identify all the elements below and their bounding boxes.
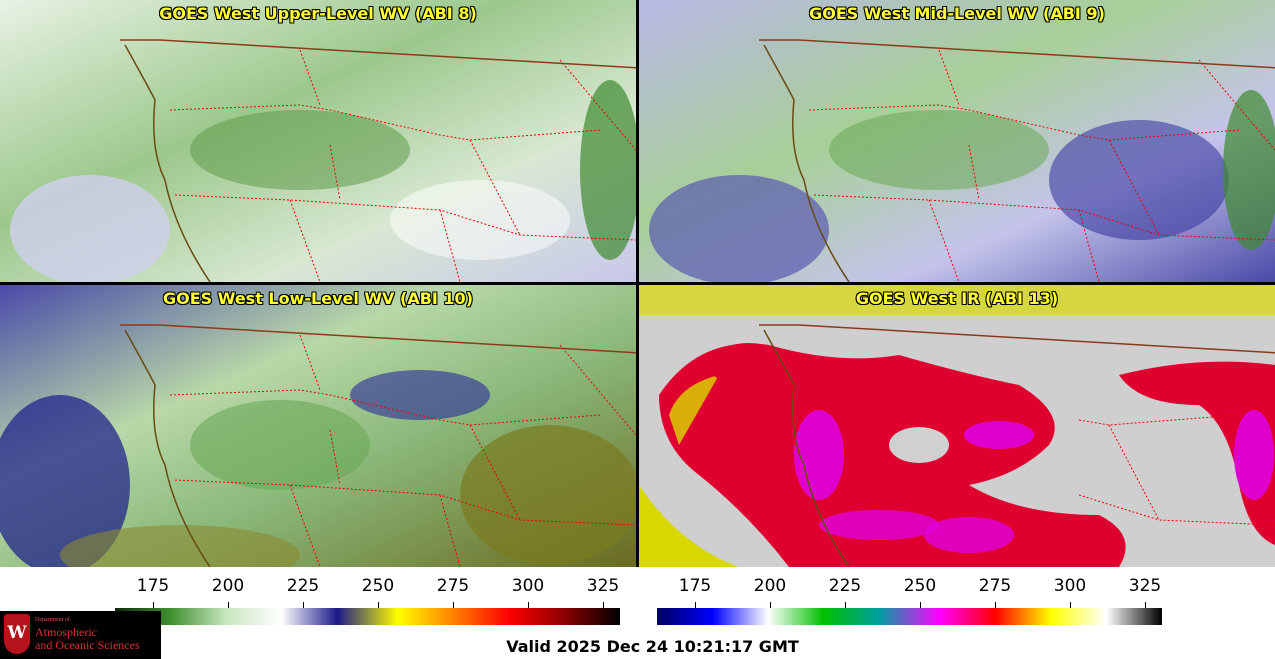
mid-level-wv-panel: GOES West Mid-Level WV (ABI 9) (639, 0, 1275, 282)
colorbar-tick-label: 300 (511, 576, 545, 596)
mid-level-wv-image (639, 0, 1275, 282)
colorbar-tick-mark (1070, 602, 1071, 608)
wv-colorbar-ticks: 175 200 225 250 275 300 325 (115, 576, 620, 600)
ir-colorbar: 175 200 225 250 275 300 325 (657, 576, 1162, 626)
colorbar-tick-label: 300 (1053, 576, 1087, 596)
colorbar-tick-mark (378, 602, 379, 608)
low-level-wv-image (0, 285, 636, 567)
panel-divider-horizontal (0, 282, 1275, 285)
uw-seal-icon: W (4, 614, 30, 654)
ir-panel: GOES West IR (ABI 13) (639, 285, 1275, 567)
panel-title: GOES West Low-Level WV (ABI 10) (162, 289, 473, 308)
logo-line3: and Oceanic Sciences (35, 638, 140, 652)
colorbar-tick-label: 200 (211, 576, 245, 596)
colorbar-tick-label: 225 (828, 576, 862, 596)
colorbar-tick-mark (228, 602, 229, 608)
colorbar-tick-mark (153, 602, 154, 608)
ir-colorbar-ticks: 175 200 225 250 275 300 325 (657, 576, 1162, 600)
upper-level-wv-panel: GOES West Upper-Level WV (ABI 8) (0, 0, 636, 282)
panel-title: GOES West Mid-Level WV (ABI 9) (809, 4, 1105, 23)
colorbar-tick-label: 325 (1128, 576, 1162, 596)
ir-image (639, 285, 1275, 567)
logo-line2: Atmospheric (35, 625, 97, 639)
ir-colorbar-strip (657, 608, 1162, 625)
colorbar-tick-mark (303, 602, 304, 608)
colorbar-tick-label: 225 (286, 576, 320, 596)
aos-logo: W Department of Atmospheric and Oceanic … (0, 611, 161, 659)
colorbar-tick-label: 275 (978, 576, 1012, 596)
colorbar-tick-label: 175 (678, 576, 712, 596)
panel-title: GOES West Upper-Level WV (ABI 8) (159, 4, 477, 23)
colorbar-tick-mark (603, 602, 604, 608)
colorbar-tick-mark (1145, 602, 1146, 608)
low-level-wv-panel: GOES West Low-Level WV (ABI 10) (0, 285, 636, 567)
colorbar-tick-mark (845, 602, 846, 608)
wv-colorbar: 175 200 225 250 275 300 325 (115, 576, 620, 626)
colorbar-tick-label: 325 (586, 576, 620, 596)
colorbar-tick-mark (995, 602, 996, 608)
colorbar-tick-mark (453, 602, 454, 608)
colorbar-tick-label: 250 (361, 576, 395, 596)
wv-colorbar-strip (115, 608, 620, 625)
upper-level-wv-image (0, 0, 636, 282)
colorbar-tick-mark (695, 602, 696, 608)
panel-title: GOES West IR (ABI 13) (855, 289, 1059, 308)
colorbar-tick-label: 200 (753, 576, 787, 596)
valid-time: Valid 2025 Dec 24 10:21:17 GMT (506, 637, 799, 656)
colorbar-tick-label: 250 (903, 576, 937, 596)
colorbar-tick-label: 175 (136, 576, 170, 596)
colorbar-tick-mark (920, 602, 921, 608)
colorbar-tick-label: 275 (436, 576, 470, 596)
logo-line1: Department of (35, 617, 70, 623)
colorbar-tick-mark (770, 602, 771, 608)
colorbar-tick-mark (528, 602, 529, 608)
